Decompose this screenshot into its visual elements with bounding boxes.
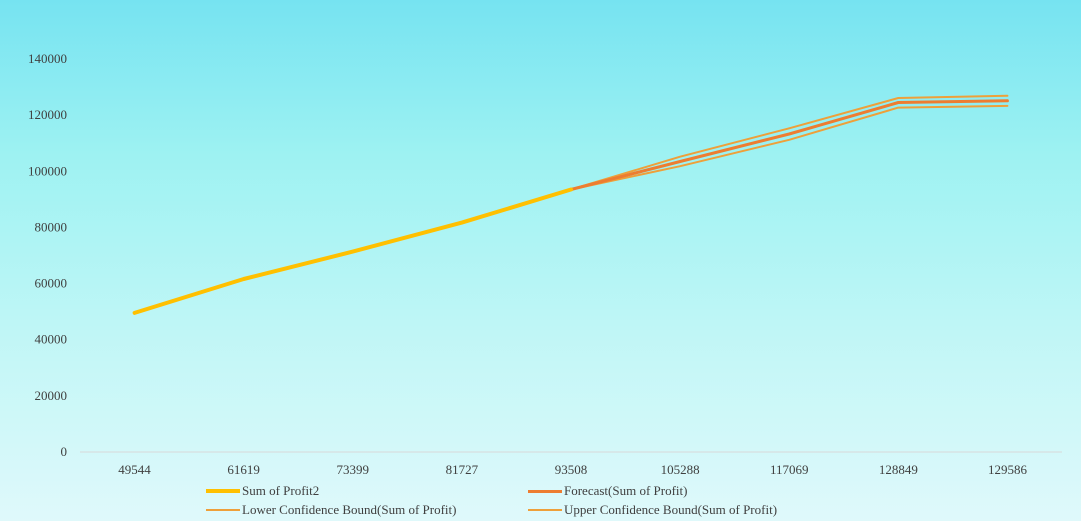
y-tick-label: 60000: [35, 276, 68, 291]
legend-swatch-lower-bound: [206, 509, 240, 511]
x-tick-label: 117069: [770, 462, 809, 477]
x-tick-label: 73399: [337, 462, 370, 477]
x-tick-label: 61619: [227, 462, 260, 477]
x-tick-label: 105288: [661, 462, 700, 477]
x-tick-label: 81727: [446, 462, 479, 477]
y-tick-label: 140000: [28, 51, 67, 66]
y-axis: 0 20000 40000 60000 80000 100000 120000 140000: [28, 51, 67, 459]
x-axis: 49544 61619 73399 81727 93508 105288 117069 128…: [80, 451, 1062, 477]
y-tick-label: 20000: [35, 388, 68, 403]
legend-label-upper-bound: Upper Confidence Bound(Sum of Profit): [564, 502, 778, 517]
legend-item-lower-bound: Lower Confidence Bound(Sum of Profit): [206, 501, 456, 519]
y-tick-label: 80000: [35, 219, 68, 234]
legend-swatch-sum-of-profit2: [206, 489, 240, 493]
legend-swatch-forecast: [528, 489, 562, 493]
series-line-1: [569, 99, 1009, 191]
legend-label-lower-bound: Lower Confidence Bound(Sum of Profit): [242, 502, 457, 517]
x-tick-label: 129586: [988, 462, 1028, 477]
series-line-3: [570, 94, 1009, 191]
series-line-0: [132, 187, 573, 315]
x-tick-label: 93508: [555, 462, 588, 477]
legend-label-forecast: Forecast(Sum of Profit): [564, 483, 688, 498]
x-tick-label: 128849: [879, 462, 918, 477]
y-tick-label: 40000: [35, 332, 68, 347]
y-tick-label: 120000: [28, 107, 67, 122]
y-tick-label: 0: [61, 444, 68, 459]
y-tick-label: 100000: [28, 163, 67, 178]
legend-item-upper-bound: Upper Confidence Bound(Sum of Profit): [528, 501, 777, 519]
legend-label-sum-of-profit2: Sum of Profit2: [242, 483, 320, 498]
series-line-2: [570, 104, 1009, 191]
legend: Sum of Profit2 Forecast(Sum of Profit) L…: [0, 482, 1081, 520]
legend-swatch-upper-bound: [528, 509, 562, 511]
plot-svg: 020000400006000080000100000120000140000 …: [28, 51, 1062, 477]
legend-item-sum-of-profit2: Sum of Profit2: [206, 482, 319, 500]
legend-item-forecast: Forecast(Sum of Profit): [528, 482, 687, 500]
x-tick-label: 49544: [118, 462, 151, 477]
series-layer: [132, 94, 1009, 315]
